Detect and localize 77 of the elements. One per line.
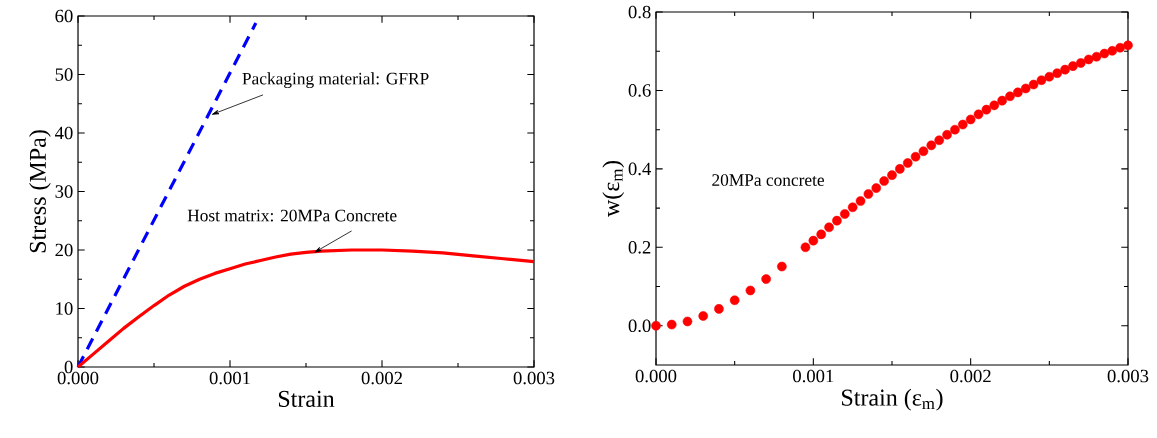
point [965, 114, 976, 125]
y-tick-label: 0.4 [628, 162, 652, 176]
point [1099, 48, 1110, 59]
point [840, 209, 850, 219]
x-tick-label: 0.002 [361, 371, 402, 385]
point [1091, 51, 1102, 62]
y-axis-title: Stress (MPa) [29, 130, 51, 253]
point [910, 151, 921, 162]
line-series [76, 248, 536, 369]
point [824, 222, 834, 233]
point [816, 229, 826, 240]
y-tick-label: 0.0 [628, 319, 651, 333]
point [777, 261, 787, 272]
y-tick-label: 10 [56, 302, 73, 315]
point [887, 170, 897, 180]
y-axis-title: w(ε$_{m}$) [602, 160, 625, 218]
point [950, 124, 960, 135]
point [871, 183, 882, 193]
point [800, 242, 811, 253]
point [942, 129, 952, 140]
annotation: Host matrix: 20MPa Concrete [187, 209, 397, 222]
point [879, 176, 889, 186]
point [1013, 87, 1023, 98]
annotation: Packaging material: GFRP [242, 72, 429, 89]
x-tick-label: 0.003 [1107, 369, 1149, 383]
point [1083, 54, 1094, 65]
point [808, 235, 819, 246]
y-tick-label: 0.8 [628, 5, 651, 19]
point [926, 140, 937, 151]
point [847, 202, 858, 213]
point [832, 215, 842, 226]
point [1123, 40, 1133, 51]
x-tick-label: 0.001 [209, 371, 250, 385]
point [997, 95, 1007, 106]
y-tick-label: 20 [55, 243, 73, 257]
x-tick-label: 0.001 [793, 369, 834, 383]
point [729, 295, 740, 306]
point [902, 158, 913, 168]
point [651, 320, 661, 331]
point [682, 316, 693, 327]
point [1020, 83, 1031, 94]
point [1036, 75, 1047, 86]
point [1075, 58, 1086, 68]
point [745, 285, 756, 296]
x-tick-label: 0.002 [950, 369, 991, 383]
annotation: 20MPa concrete [712, 174, 824, 186]
point [1068, 61, 1078, 71]
x-axis-title: Strain (ε$_{m}$) [842, 388, 943, 411]
point [1028, 79, 1039, 90]
point [1107, 46, 1118, 56]
y-tick-label: 0.6 [628, 84, 651, 97]
point [1044, 71, 1055, 82]
point [1005, 91, 1015, 102]
point [714, 304, 724, 314]
y-tick-label: 50 [55, 68, 73, 81]
y-tick-label: 60 [55, 9, 73, 23]
point [934, 135, 944, 146]
point [958, 119, 968, 130]
x-tick-label: 0.000 [635, 369, 677, 383]
x-axis-title: Strain [278, 390, 335, 407]
point [855, 196, 866, 206]
point [698, 311, 709, 321]
point [666, 319, 677, 330]
point [761, 274, 771, 284]
y-tick-label: 30 [55, 185, 73, 198]
point [1115, 42, 1125, 53]
point [1052, 68, 1062, 78]
point [863, 189, 874, 199]
y-tick-label: 40 [54, 126, 73, 140]
point [918, 146, 929, 157]
x-tick-label: 0.003 [513, 371, 555, 385]
point [981, 104, 992, 115]
point [973, 109, 984, 120]
point [895, 164, 905, 174]
point [1060, 64, 1070, 75]
point [989, 100, 1000, 111]
y-tick-label: 0.2 [628, 240, 651, 254]
